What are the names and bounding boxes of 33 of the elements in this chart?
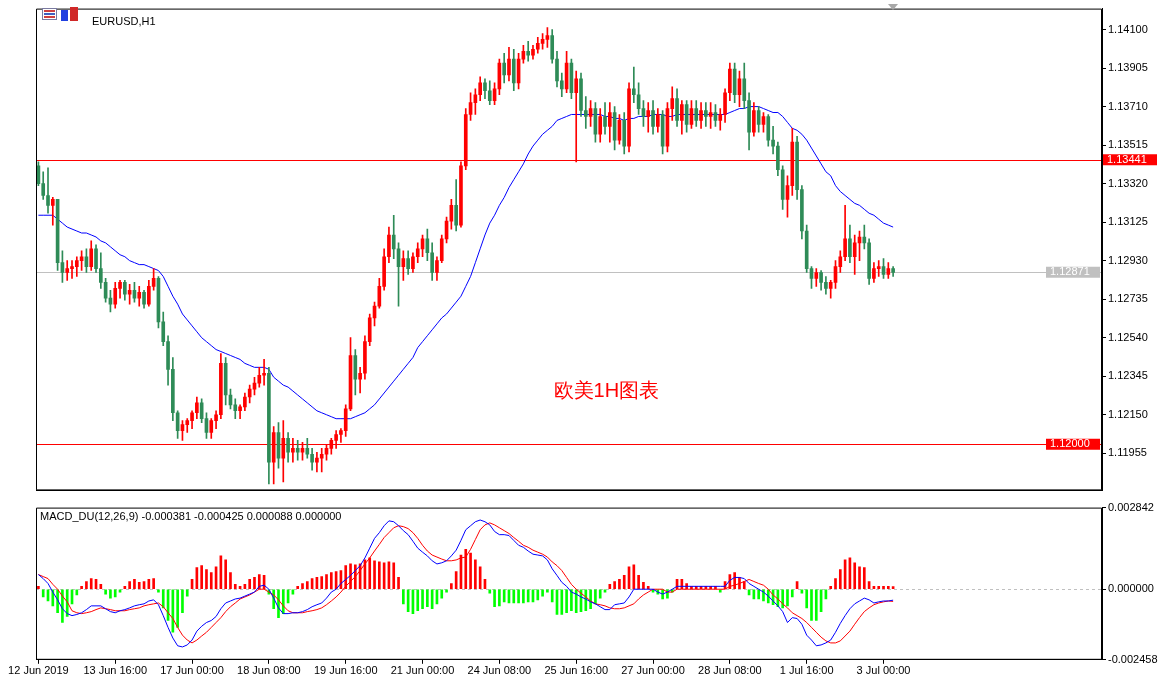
y-tick-label: -0.002458 bbox=[1108, 652, 1158, 665]
y-tick-label: 1.12345 bbox=[1108, 369, 1148, 382]
y-tick-label: 1.12540 bbox=[1108, 330, 1148, 343]
y-tick-label: 0.000000 bbox=[1108, 582, 1154, 595]
y-tick-label: 1.12735 bbox=[1108, 292, 1148, 305]
x-tick-label: 25 Jun 16:00 bbox=[544, 664, 609, 677]
x-tick-label: 13 Jun 16:00 bbox=[83, 664, 148, 677]
y-tick-label: 1.12930 bbox=[1108, 253, 1148, 266]
x-tick-label: 28 Jun 08:00 bbox=[698, 664, 762, 677]
ref-line-label: 1.12871 bbox=[1050, 265, 1090, 278]
y-tick-label: 1.13320 bbox=[1108, 176, 1148, 189]
y-tick-label: 1.13125 bbox=[1108, 215, 1148, 228]
y-tick-label: 0.002842 bbox=[1108, 500, 1154, 513]
x-tick-label: 19 Jun 16:00 bbox=[313, 664, 378, 677]
x-tick-label: 18 Jun 08:00 bbox=[237, 664, 301, 677]
x-tick-label: 12 Jun 2019 bbox=[8, 664, 69, 677]
chart-title: MACD_DU(12,26,9) -0.000381 -0.000425 0.000088 0.000000 bbox=[40, 509, 342, 522]
y-tick-label: 1.12150 bbox=[1108, 407, 1148, 420]
ref-line-label: 1.13441 bbox=[1107, 152, 1147, 165]
ref-line-label: 1.12000 bbox=[1050, 437, 1090, 450]
text: EURUSD,H1 bbox=[92, 14, 156, 27]
x-tick-label: 21 Jun 00:00 bbox=[390, 664, 455, 677]
x-tick-label: 17 Jun 00:00 bbox=[160, 664, 224, 677]
y-tick-label: 1.13710 bbox=[1108, 99, 1148, 112]
y-tick-label: 1.14100 bbox=[1108, 22, 1148, 35]
y-tick-label: 1.13515 bbox=[1108, 138, 1148, 151]
x-tick-label: 27 Jun 00:00 bbox=[621, 664, 685, 677]
x-tick-label: 1 Jul 16:00 bbox=[779, 664, 834, 677]
x-tick-label: 3 Jul 00:00 bbox=[856, 664, 911, 677]
annotation: 欧美1H图表 bbox=[553, 379, 660, 402]
y-tick-label: 1.13905 bbox=[1108, 61, 1148, 74]
x-tick-label: 24 Jun 08:00 bbox=[467, 664, 532, 677]
y-tick-label: 1.11955 bbox=[1108, 446, 1147, 459]
